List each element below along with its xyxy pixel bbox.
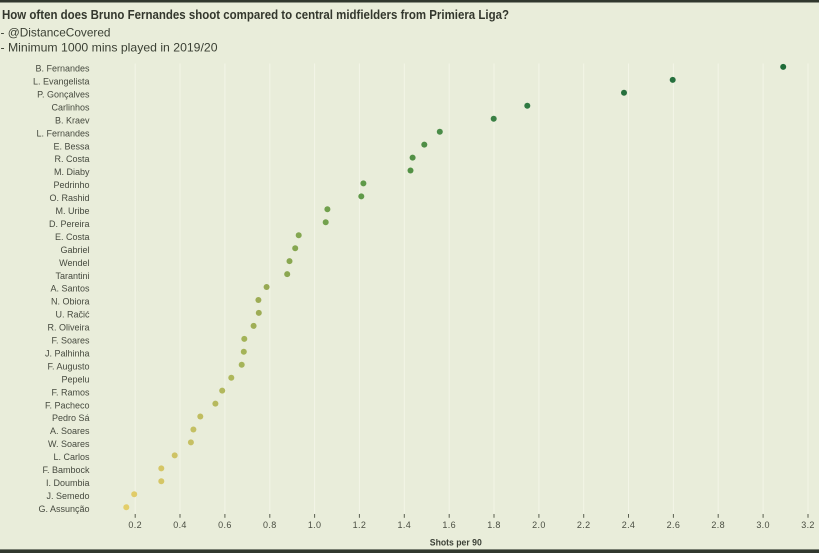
svg-text:2.0: 2.0 <box>532 520 546 530</box>
svg-text:0.4: 0.4 <box>173 520 187 530</box>
svg-text:2.8: 2.8 <box>711 520 725 530</box>
svg-text:0.8: 0.8 <box>263 520 277 530</box>
svg-text:1.4: 1.4 <box>398 520 412 530</box>
svg-text:Carlinhos: Carlinhos <box>51 103 90 113</box>
svg-text:Shots per 90: Shots per 90 <box>430 537 482 547</box>
svg-text:Wendel: Wendel <box>59 258 89 268</box>
svg-text:F. Pacheco: F. Pacheco <box>45 400 90 410</box>
svg-text:L. Evangelista: L. Evangelista <box>33 77 90 87</box>
svg-text:Tarantini: Tarantini <box>55 271 89 281</box>
svg-text:3.2: 3.2 <box>801 520 815 530</box>
svg-text:F. Soares: F. Soares <box>51 336 90 346</box>
svg-text:0.6: 0.6 <box>218 520 232 530</box>
svg-text:E. Bessa: E. Bessa <box>53 141 89 151</box>
svg-text:R. Costa: R. Costa <box>54 154 89 164</box>
svg-text:B. Kraev: B. Kraev <box>55 115 90 125</box>
svg-text:L. Fernandes: L. Fernandes <box>36 128 90 138</box>
svg-text:F. Ramos: F. Ramos <box>51 387 90 397</box>
svg-text:2.6: 2.6 <box>667 520 681 530</box>
svg-text:O. Rashid: O. Rashid <box>49 193 89 203</box>
svg-text:N. Obiora: N. Obiora <box>51 297 90 307</box>
svg-text:G. Assunção: G. Assunção <box>38 504 89 514</box>
svg-text:E. Costa: E. Costa <box>55 232 90 242</box>
svg-text:- @DistanceCovered: - @DistanceCovered <box>1 26 111 40</box>
svg-text:L. Carlos: L. Carlos <box>53 452 90 462</box>
svg-text:W. Soares: W. Soares <box>48 439 90 449</box>
svg-text:J. Semedo: J. Semedo <box>46 491 89 501</box>
svg-text:I. Doumbia: I. Doumbia <box>46 478 90 488</box>
svg-text:F. Bambock: F. Bambock <box>42 465 90 475</box>
svg-text:- Minimum 1000 mins played in: - Minimum 1000 mins played in 2019/20 <box>1 40 218 54</box>
svg-text:J. Palhinha: J. Palhinha <box>45 349 90 359</box>
svg-text:Pedro Sá: Pedro Sá <box>52 413 90 423</box>
svg-text:P. Gonçalves: P. Gonçalves <box>37 90 90 100</box>
svg-text:How often does Bruno Fernandes: How often does Bruno Fernandes shoot com… <box>2 8 509 22</box>
svg-text:1.6: 1.6 <box>442 520 456 530</box>
svg-text:3.0: 3.0 <box>756 520 770 530</box>
svg-text:M. Diaby: M. Diaby <box>54 167 90 177</box>
svg-text:F. Augusto: F. Augusto <box>47 361 89 371</box>
svg-text:1.2: 1.2 <box>353 520 367 530</box>
svg-text:2.2: 2.2 <box>577 520 591 530</box>
svg-text:D. Pereira: D. Pereira <box>49 219 90 229</box>
svg-text:Pedrinho: Pedrinho <box>53 180 89 190</box>
svg-text:1.0: 1.0 <box>308 520 322 530</box>
svg-text:Pepelu: Pepelu <box>61 374 89 384</box>
svg-text:2.4: 2.4 <box>622 520 636 530</box>
svg-text:1.8: 1.8 <box>487 520 501 530</box>
svg-text:Gabriel: Gabriel <box>60 245 89 255</box>
svg-text:A. Soares: A. Soares <box>50 426 90 436</box>
svg-text:R. Oliveira: R. Oliveira <box>47 323 89 333</box>
svg-text:M. Uribe: M. Uribe <box>55 206 89 216</box>
svg-text:A. Santos: A. Santos <box>50 284 90 294</box>
svg-text:B. Fernandes: B. Fernandes <box>35 64 90 74</box>
svg-text:U. Račić: U. Račić <box>55 310 90 320</box>
svg-text:0.2: 0.2 <box>128 520 142 530</box>
